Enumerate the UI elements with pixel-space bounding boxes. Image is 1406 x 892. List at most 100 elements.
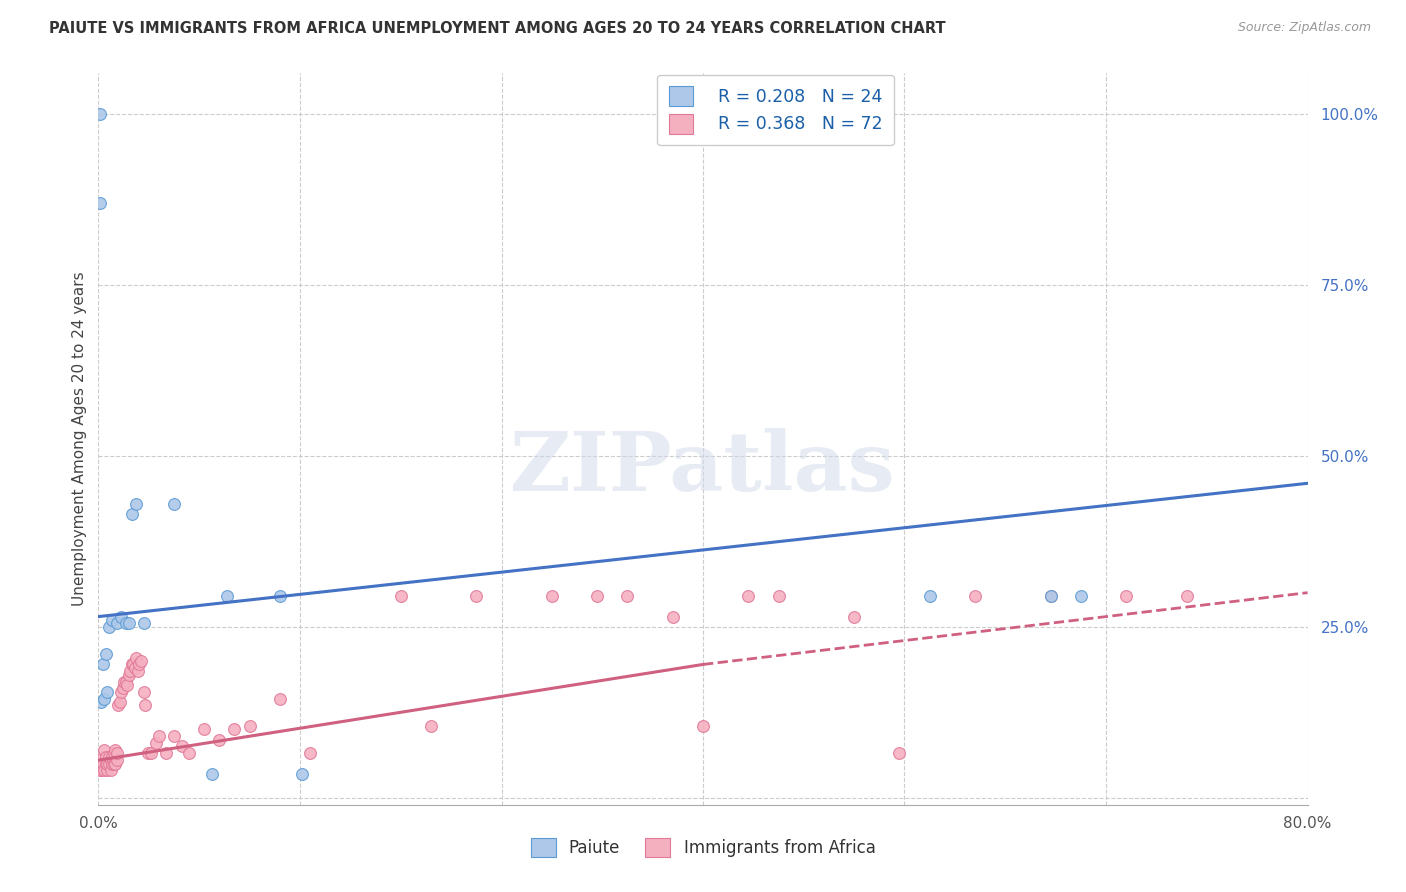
Point (94, 756, 117, 771)
Point (125, 497, 148, 511)
Point (108, 695, 131, 709)
Point (93, 764, 115, 778)
Point (100, 753, 122, 767)
Point (965, 589, 987, 603)
Point (111, 681, 134, 696)
Point (103, 756, 125, 771)
Point (465, 589, 488, 603)
Y-axis label: Unemployment Among Ages 20 to 24 years: Unemployment Among Ages 20 to 24 years (72, 271, 87, 607)
Point (269, 691, 291, 706)
Point (98, 749, 121, 764)
Point (125, 650, 148, 665)
Point (918, 589, 941, 603)
Point (96, 756, 118, 771)
Point (1039, 589, 1062, 603)
Point (93, 691, 115, 706)
Point (155, 747, 177, 761)
Point (141, 747, 163, 761)
Point (193, 723, 215, 737)
Point (105, 616, 128, 631)
Point (616, 589, 638, 603)
Point (768, 589, 790, 603)
Point (201, 767, 224, 781)
Point (269, 589, 291, 603)
Point (114, 674, 136, 689)
Point (122, 657, 145, 672)
Point (91, 749, 114, 764)
Point (89, 196, 111, 211)
Point (100, 764, 122, 778)
Point (112, 674, 135, 689)
Point (98, 620, 121, 634)
Point (124, 661, 146, 675)
Point (179, 747, 201, 761)
Point (90, 764, 112, 778)
Point (94, 647, 117, 661)
Point (96, 764, 118, 778)
Point (163, 729, 186, 743)
Point (132, 616, 155, 631)
Point (93, 743, 115, 757)
Point (136, 747, 159, 761)
Point (215, 589, 238, 603)
Point (101, 613, 124, 627)
Point (224, 723, 246, 737)
Point (145, 736, 167, 750)
Text: ZIPatlas: ZIPatlas (510, 428, 896, 508)
Text: PAIUTE VS IMMIGRANTS FROM AFRICA UNEMPLOYMENT AMONG AGES 20 TO 24 YEARS CORRELAT: PAIUTE VS IMMIGRANTS FROM AFRICA UNEMPLO… (49, 21, 946, 37)
Legend: Paiute, Immigrants from Africa: Paiute, Immigrants from Africa (524, 831, 882, 863)
Point (118, 616, 141, 631)
Point (163, 497, 186, 511)
Point (91, 756, 114, 771)
Point (540, 589, 562, 603)
Point (1175, 589, 1198, 603)
Point (291, 767, 314, 781)
Point (115, 678, 138, 692)
Point (94, 749, 117, 764)
Point (208, 732, 231, 747)
Point (299, 747, 322, 761)
Point (105, 747, 128, 761)
Point (90, 756, 112, 771)
Point (110, 685, 132, 699)
Point (1039, 589, 1062, 603)
Point (91, 657, 114, 672)
Point (104, 743, 127, 757)
Point (586, 589, 609, 603)
Point (105, 753, 128, 767)
Point (98, 756, 121, 771)
Point (661, 609, 683, 624)
Point (121, 657, 143, 672)
Point (1070, 589, 1092, 603)
Point (134, 698, 156, 713)
Point (170, 739, 193, 754)
Point (1115, 589, 1137, 603)
Point (692, 719, 714, 733)
Point (132, 685, 155, 699)
Point (128, 657, 150, 672)
Point (89, 107, 111, 121)
Point (110, 609, 132, 624)
Point (101, 749, 124, 764)
Point (96, 685, 118, 699)
Point (127, 665, 149, 679)
Point (889, 747, 911, 761)
Point (104, 756, 127, 771)
Point (118, 667, 141, 681)
Point (90, 695, 112, 709)
Point (239, 719, 262, 733)
Text: Source: ZipAtlas.com: Source: ZipAtlas.com (1237, 21, 1371, 35)
Point (420, 719, 443, 733)
Point (114, 616, 136, 631)
Point (844, 609, 866, 624)
Point (389, 589, 412, 603)
Point (103, 747, 125, 761)
Point (89, 764, 111, 778)
Point (89, 756, 111, 771)
Point (148, 729, 170, 743)
Point (129, 654, 152, 668)
Point (121, 507, 143, 521)
Point (737, 589, 759, 603)
Point (107, 698, 129, 713)
Point (101, 756, 124, 771)
